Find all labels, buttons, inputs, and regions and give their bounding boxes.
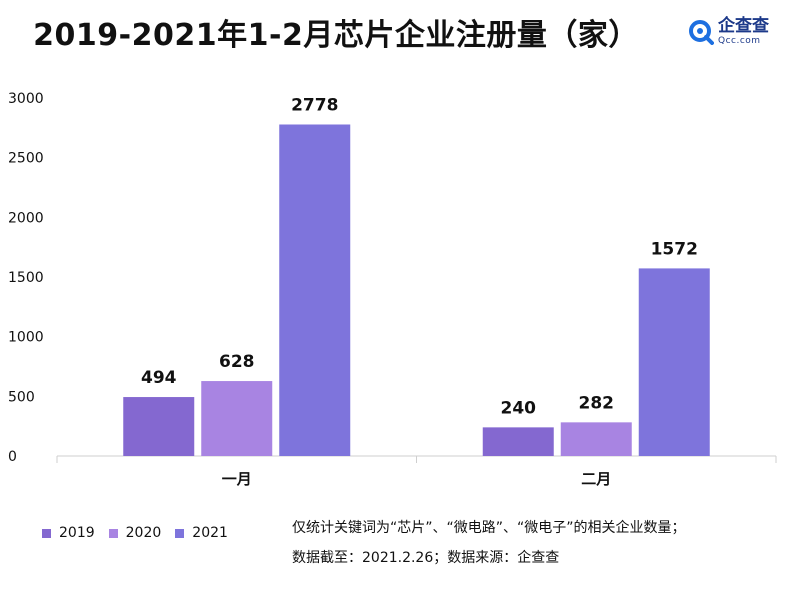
bar-2019-2 (482, 427, 554, 456)
y-tick-label: 2000 (8, 210, 44, 226)
x-axis: 一月 二月 (56, 455, 777, 488)
qcc-logo: 企查查 Qcc.com (688, 18, 769, 46)
data-label: 628 (219, 352, 255, 372)
legend-item-2019: 2019 (42, 525, 95, 541)
y-tick-label: 1000 (8, 330, 44, 346)
y-tick-label: 500 (8, 389, 35, 405)
logo-name: 企查查 (718, 16, 769, 36)
data-label: 494 (141, 368, 177, 388)
legend: 2019 2020 2021 (42, 525, 242, 541)
data-labels: 494 628 2778 240 282 1572 (141, 95, 698, 418)
legend-item-2020: 2020 (108, 525, 162, 541)
y-axis: 0 500 1000 1500 2000 2500 3000 (8, 91, 44, 465)
bar-2020-2 (560, 422, 632, 456)
legend-swatch-2021 (175, 528, 185, 538)
bar-2020-1 (201, 381, 273, 456)
bars (123, 124, 710, 456)
data-label: 2778 (291, 95, 338, 115)
logo-url: Qcc.com (718, 36, 761, 46)
legend-label-2021: 2021 (192, 525, 228, 541)
legend-swatch-2019 (42, 528, 51, 538)
source-note-line1: 仅统计关键词为“芯片”、“微电路”、“微电子”的相关企业数量； (292, 520, 686, 536)
legend-swatch-2020 (108, 528, 118, 538)
y-tick-label: 1500 (8, 270, 44, 286)
x-tick-label: 一月 (222, 470, 252, 488)
qcc-logo-icon (689, 20, 714, 45)
data-label: 1572 (651, 239, 698, 259)
legend-item-2021: 2021 (175, 525, 228, 541)
y-tick-label: 3000 (8, 91, 44, 107)
y-tick-label: 2500 (8, 151, 44, 167)
y-tick-label: 0 (8, 449, 17, 465)
source-note-line2: 数据截至：2021.2.26；数据来源：企查查 (292, 550, 560, 566)
legend-label-2020: 2020 (125, 525, 162, 541)
bar-2021-2 (638, 268, 710, 456)
data-label: 282 (579, 393, 615, 413)
data-label: 240 (501, 398, 537, 418)
bar-2021-1 (279, 124, 351, 456)
chart-title: 2019-2021年1-2月芯片企业注册量（家） (33, 18, 639, 53)
x-tick-label: 二月 (581, 470, 611, 488)
bar-2019-1 (123, 397, 195, 456)
legend-label-2019: 2019 (59, 525, 95, 541)
